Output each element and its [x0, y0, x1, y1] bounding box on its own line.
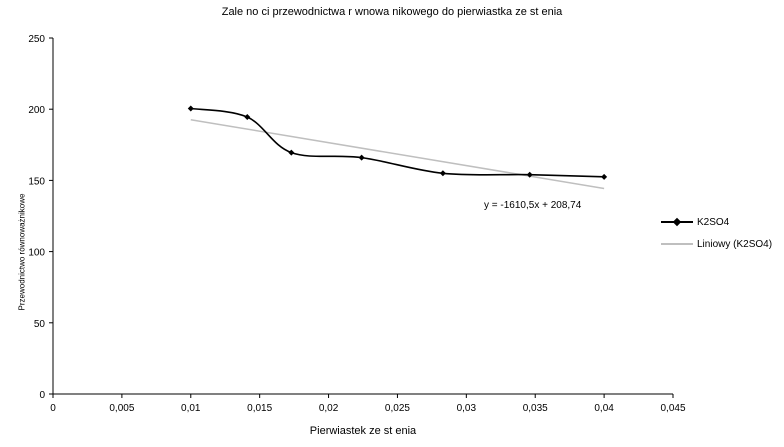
chart-legend: K2SO4 Liniowy (K2SO4): [661, 211, 772, 255]
x-tick-label: 0: [50, 403, 56, 414]
legend-label-trendline: Liniowy (K2SO4): [697, 238, 773, 250]
x-axis-label: Pierwiastek ze st enia: [309, 425, 417, 437]
legend-swatch-trendline: [661, 239, 693, 249]
x-tick-label: 0,025: [385, 403, 410, 414]
data-point-k2so4: [358, 154, 365, 161]
data-point-k2so4: [288, 149, 295, 156]
x-tick-label: 0,015: [247, 403, 272, 414]
chart-plot-area: [187, 105, 608, 190]
y-tick-label: 0: [39, 390, 45, 401]
legend-label-k2so4: K2SO4: [697, 216, 730, 228]
trendline: [190, 118, 605, 190]
trendline-equation: y = -1610,5x + 208,74: [484, 200, 582, 211]
data-point-k2so4: [601, 173, 608, 180]
data-point-k2so4: [244, 114, 251, 121]
x-tick-label: 0,005: [109, 403, 134, 414]
chart-title: Zale no ci przewodnictwa r wnowa nikoweg…: [221, 6, 563, 18]
chart-axes: [52, 38, 673, 395]
y-tick-label: 100: [28, 248, 45, 259]
x-tick-label: 0,01: [181, 403, 201, 414]
data-point-k2so4: [526, 171, 533, 178]
y-tick-label: 50: [34, 319, 46, 330]
chart-ticks: 0 0,005 0,01 0,015 0,02 0,025 0,03 0,035 0,04 0,0…: [28, 34, 686, 414]
data-point-k2so4: [439, 170, 446, 177]
y-tick-label: 150: [28, 176, 45, 187]
legend-swatch-k2so4: [661, 217, 693, 227]
x-tick-label: 0,03: [457, 403, 477, 414]
series-line-k2so4: [190, 107, 605, 178]
x-tick-label: 0,04: [594, 403, 614, 414]
x-tick-label: 0,02: [319, 403, 339, 414]
x-tick-label: 0,045: [660, 403, 685, 414]
y-axis-label: Przewodnictwo równoważnikowe: [17, 193, 27, 311]
x-tick-label: 0,035: [523, 403, 548, 414]
legend-item-k2so4: K2SO4: [661, 211, 772, 233]
data-point-k2so4: [187, 105, 194, 112]
legend-item-trendline: Liniowy (K2SO4): [661, 233, 772, 255]
y-tick-label: 200: [28, 105, 45, 116]
y-tick-label: 250: [28, 34, 45, 45]
